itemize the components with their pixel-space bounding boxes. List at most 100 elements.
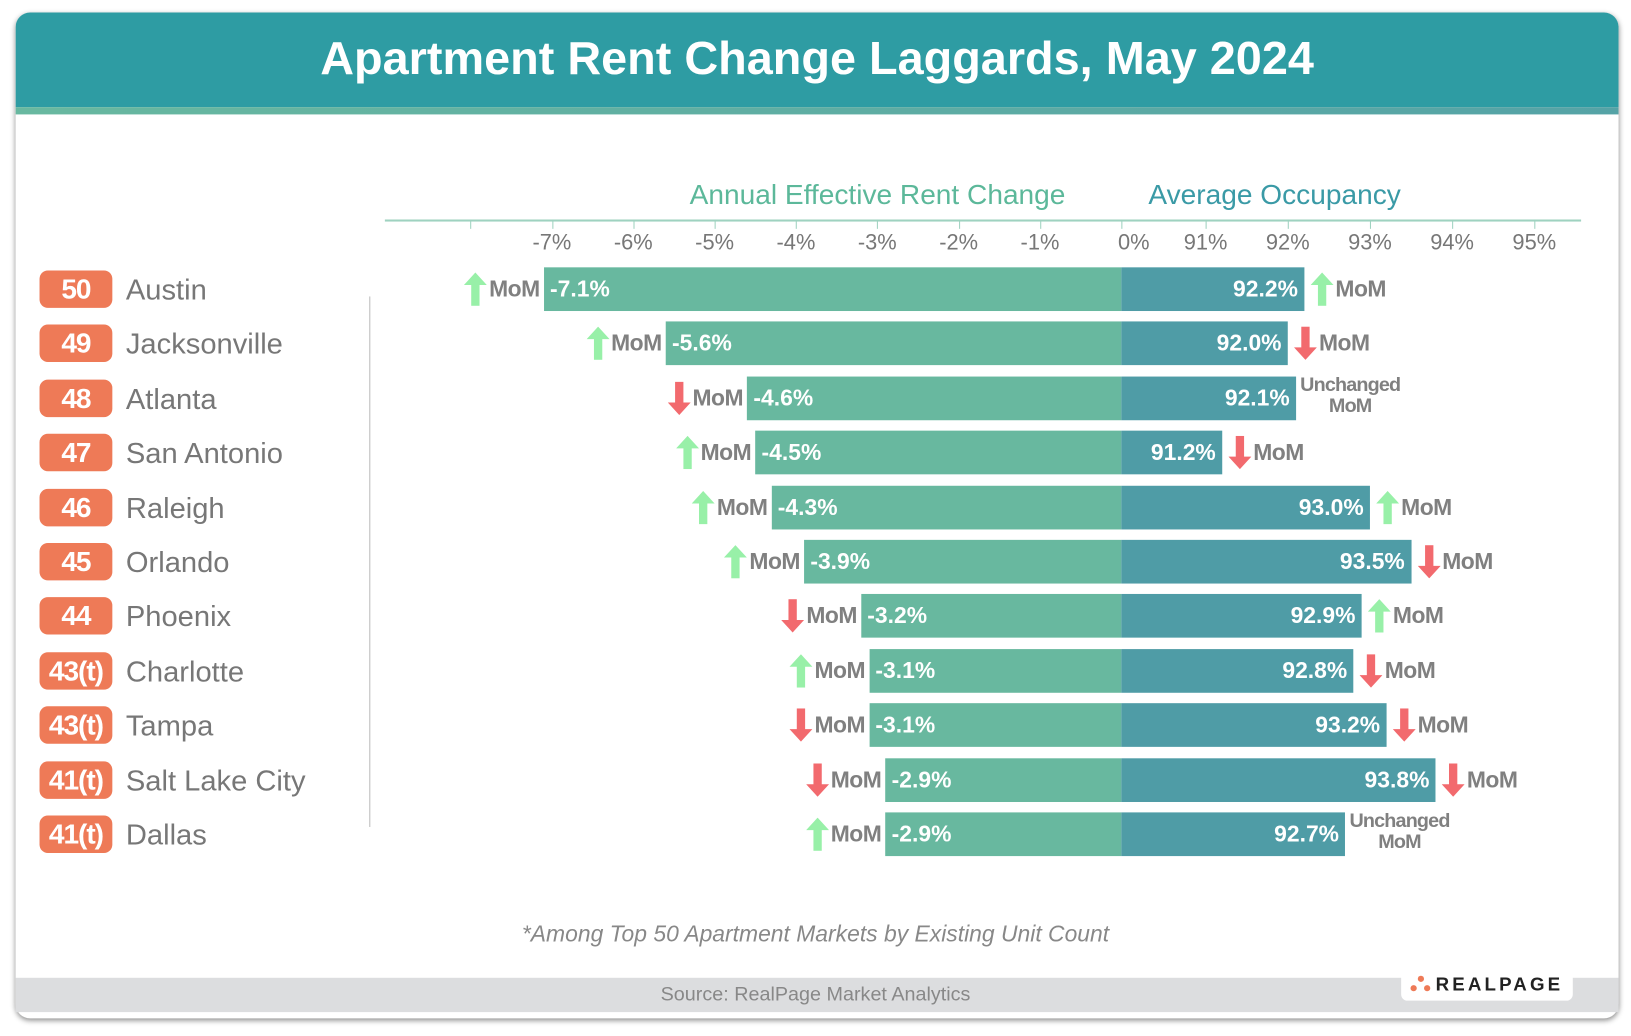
tick-mark [551, 219, 553, 229]
arrow-up-icon [675, 436, 701, 470]
occupancy-bar: 92.0% [1121, 321, 1288, 366]
occupancy-mom-indicator: MoM [1228, 431, 1304, 475]
tick-mark [958, 219, 960, 229]
tick-mark [1121, 219, 1123, 229]
title-banner [15, 12, 1619, 108]
occupancy-bar: 93.2% [1121, 703, 1387, 748]
rent-change-bar: -3.2% [861, 594, 1122, 639]
tick-mark [1039, 219, 1042, 229]
occupancy-mom-unchanged: Unchanged MoM [1300, 374, 1401, 417]
unchanged-mom-label: MoM [1378, 831, 1421, 853]
occupancy-tick-label: 94% [1430, 230, 1474, 255]
unchanged-mom-label: MoM [1328, 395, 1372, 417]
footer-bar [15, 977, 1619, 1013]
tick-mark [1205, 219, 1207, 229]
unchanged-label: Unchanged [1300, 374, 1401, 397]
occupancy-tick-label: 93% [1348, 230, 1392, 255]
rent-mom-indicator: MoM [789, 703, 866, 747]
arrow-up-icon [691, 490, 717, 524]
city-name: Atlanta [125, 382, 217, 415]
chart-title: Apartment Rent Change Laggards, May 2024 [320, 31, 1314, 85]
rent-tick-label: -2% [939, 230, 979, 255]
arrow-up-icon [789, 654, 815, 688]
rent-change-bar: -2.9% [885, 757, 1122, 802]
arrow-up-icon [586, 327, 611, 361]
tick-mark [1452, 219, 1454, 229]
occupancy-bar: 93.0% [1121, 485, 1370, 530]
rent-mom-indicator: MoM [464, 267, 540, 311]
mom-label: MoM [830, 766, 882, 793]
rent-change-bar: -3.1% [869, 703, 1122, 748]
arrow-down-icon [1359, 654, 1385, 688]
logo-dots-icon [1410, 975, 1432, 993]
tick-mark [714, 219, 716, 229]
rent-mom-indicator: MoM [724, 540, 800, 584]
arrow-up-icon [464, 272, 489, 306]
tick-mark [795, 219, 797, 229]
rent-tick-label: -5% [695, 230, 735, 255]
rank-badge: 48 [39, 379, 113, 417]
city-name: Phoenix [125, 600, 232, 633]
city-name: Tampa [125, 709, 214, 742]
rent-change-bar: -5.6% [665, 321, 1122, 366]
occupancy-bar: 92.2% [1121, 267, 1305, 312]
rent-change-bar: -3.9% [804, 539, 1122, 584]
mom-label: MoM [716, 493, 768, 520]
arrow-down-icon [781, 599, 806, 633]
arrow-down-icon [1441, 763, 1467, 797]
occupancy-bar: 92.9% [1121, 594, 1362, 639]
mom-label: MoM [1318, 330, 1370, 357]
arrow-up-icon [1376, 490, 1401, 524]
rank-badge: 46 [39, 488, 113, 526]
occupancy-bar: 93.5% [1121, 539, 1412, 584]
unchanged-label: Unchanged [1349, 810, 1450, 833]
mom-label: MoM [1417, 711, 1469, 738]
rent-change-bar: -4.5% [755, 430, 1122, 475]
rank-badge: 41(t) [39, 815, 113, 853]
city-name: Orlando [125, 546, 230, 579]
rank-badge: 47 [39, 433, 113, 472]
rent-change-bar: -7.1% [543, 267, 1122, 312]
occupancy-mom-indicator: MoM [1417, 540, 1493, 584]
tick-mark [877, 219, 879, 229]
tick-mark [633, 219, 635, 229]
city-name: Jacksonville [125, 328, 283, 361]
rent-change-bar: -4.6% [747, 376, 1122, 421]
occupancy-tick-label: 92% [1265, 230, 1310, 255]
mom-label: MoM [1401, 493, 1452, 520]
occupancy-mom-indicator: MoM [1376, 485, 1452, 529]
rank-badge: 44 [39, 597, 113, 635]
rent-mom-indicator: MoM [586, 322, 662, 366]
mom-label: MoM [1442, 548, 1493, 575]
occupancy-bar: 92.8% [1121, 648, 1354, 693]
tick-mark [1287, 219, 1289, 229]
arrow-down-icon [1392, 708, 1418, 742]
city-name: Dallas [125, 818, 207, 851]
mom-label: MoM [1466, 766, 1518, 793]
mom-label: MoM [1384, 657, 1436, 684]
mom-label: MoM [830, 820, 882, 847]
rank-badge: 49 [39, 324, 113, 363]
arrow-down-icon [1294, 327, 1319, 361]
logo-text: REALPAGE [1435, 973, 1564, 994]
rent-mom-indicator: MoM [805, 758, 882, 802]
rent-mom-indicator: MoM [789, 649, 866, 693]
arrow-up-icon [724, 545, 749, 579]
occupancy-tick-label: 91% [1183, 230, 1228, 255]
rank-badge: 43(t) [39, 651, 113, 690]
tick-mark [1369, 219, 1371, 229]
occupancy-mom-indicator: MoM [1367, 594, 1444, 638]
city-name: Raleigh [125, 491, 225, 524]
divider-line [369, 296, 371, 827]
axis-line [384, 219, 1582, 222]
mom-label: MoM [814, 657, 866, 684]
rent-mom-indicator: MoM [691, 485, 768, 529]
mom-label: MoM [1253, 439, 1304, 466]
source-text: Source: RealPage Market Analytics [660, 984, 971, 1006]
arrow-up-icon [1310, 272, 1335, 306]
arrow-down-icon [1417, 545, 1442, 579]
occupancy-tick-label: 95% [1512, 230, 1557, 255]
city-name: Austin [125, 273, 207, 306]
rent-mom-indicator: MoM [781, 594, 857, 638]
mom-label: MoM [1335, 275, 1386, 302]
